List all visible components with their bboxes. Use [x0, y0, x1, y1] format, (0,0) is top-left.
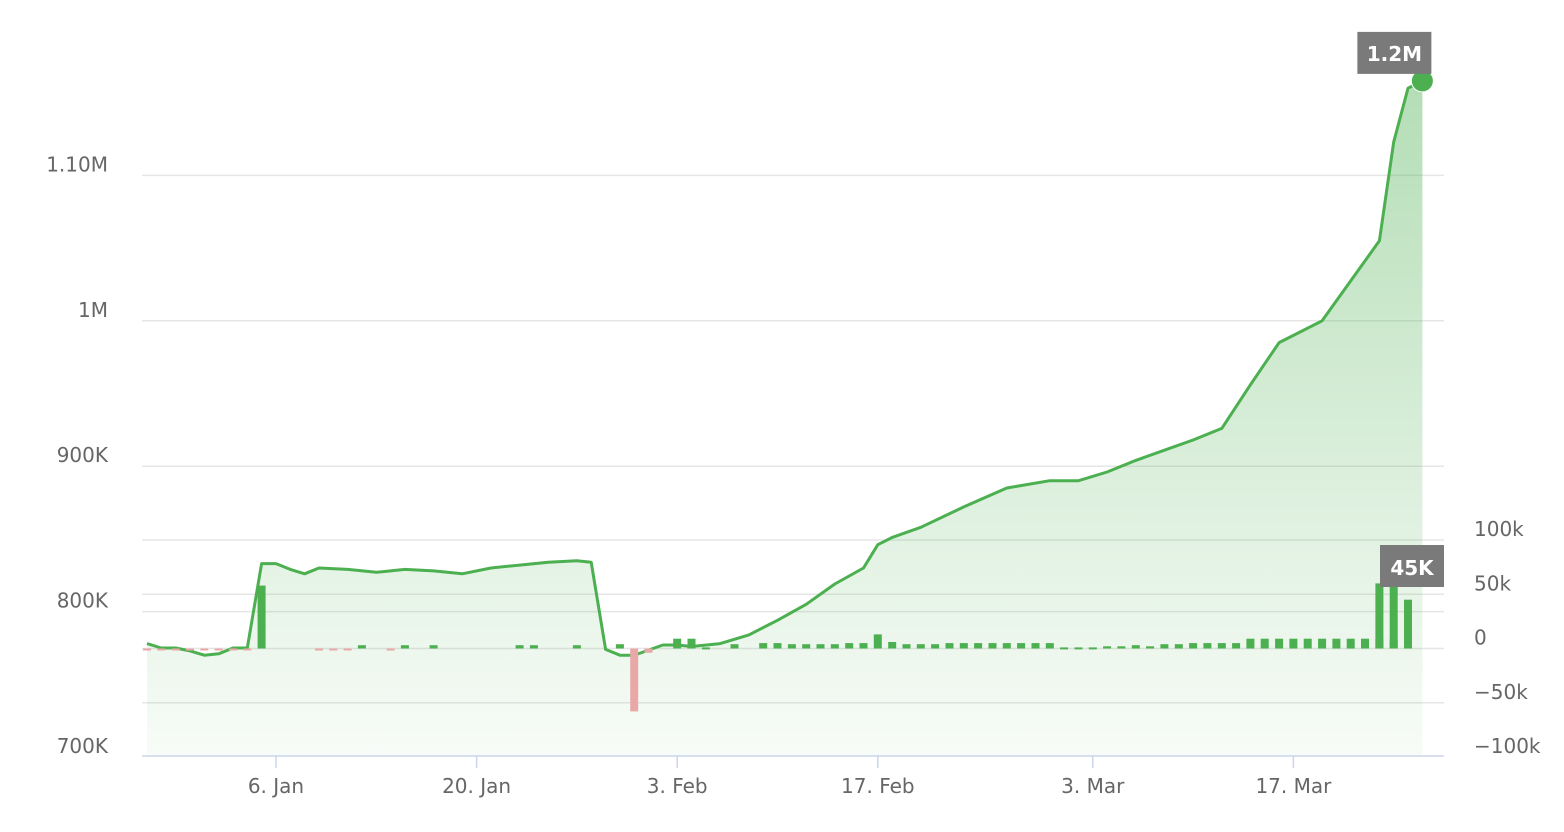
bar: [257, 585, 266, 649]
y-tick-label-left: 1.10M: [46, 152, 108, 176]
bar: [787, 644, 796, 649]
bar: [1203, 643, 1212, 649]
bar: [916, 644, 925, 649]
y-tick-label-right: −100k: [1474, 734, 1541, 758]
bar: [1289, 638, 1298, 649]
bar: [1146, 646, 1155, 649]
bar: [357, 645, 366, 649]
bar: [1246, 638, 1255, 649]
bar: [845, 643, 854, 649]
x-tick-label: 3. Mar: [1061, 774, 1125, 798]
bar: [343, 648, 352, 651]
y-tick-label-right: 50k: [1474, 571, 1511, 595]
bar: [1074, 647, 1083, 650]
y-tick-label-left: 1M: [78, 298, 108, 322]
bar: [816, 644, 825, 649]
bar: [1332, 638, 1341, 649]
bar: [859, 643, 868, 649]
bar: [1217, 643, 1226, 649]
bar: [200, 648, 209, 651]
bar: [329, 648, 338, 651]
bar: [1275, 638, 1284, 649]
bar: [1031, 643, 1040, 649]
bar: [1088, 647, 1097, 650]
bar: [1002, 643, 1011, 649]
bar: [945, 643, 954, 649]
y-tick-label-left: 800K: [57, 589, 109, 613]
bar: [1389, 572, 1398, 649]
bar: [143, 648, 151, 651]
bar: [687, 638, 696, 649]
bar: [873, 634, 882, 649]
bar: [157, 648, 166, 651]
x-tick-label: 17. Feb: [841, 774, 915, 798]
bar: [171, 648, 180, 651]
bar: [701, 647, 710, 650]
tooltip-bottom-label: 45K: [1390, 556, 1435, 580]
bar: [773, 643, 782, 649]
y-tick-label-right: 0: [1474, 626, 1487, 650]
bar: [229, 648, 237, 651]
bar: [529, 645, 538, 649]
bar: [902, 644, 911, 649]
bar: [1404, 599, 1412, 649]
bar: [572, 645, 581, 649]
y-tick-label-left: 900K: [57, 443, 109, 467]
bar: [673, 638, 682, 649]
bar: [730, 644, 739, 649]
bar: [974, 643, 983, 649]
bar: [214, 648, 223, 651]
bar: [386, 648, 395, 651]
bar: [1303, 638, 1312, 649]
bar: [243, 648, 252, 651]
bar: [802, 644, 811, 649]
bar: [1117, 646, 1126, 649]
x-tick-label: 20. Jan: [442, 774, 511, 798]
x-tick-label: 6. Jan: [248, 774, 304, 798]
bar: [759, 643, 768, 649]
bar: [1189, 643, 1198, 649]
area-fill: [147, 80, 1423, 757]
bar: [1103, 646, 1112, 649]
bar: [830, 644, 839, 649]
bar: [315, 648, 323, 651]
series-line: [146, 79, 1424, 657]
bar: [630, 648, 639, 712]
y-tick-label-right: −50k: [1474, 680, 1528, 704]
y-tick-label-right: 100k: [1474, 517, 1524, 541]
bar: [644, 648, 653, 653]
bar: [1060, 647, 1069, 650]
x-tick-label: 3. Feb: [647, 774, 708, 798]
bar: [931, 644, 940, 649]
bar: [1017, 643, 1026, 649]
bar: [1131, 645, 1140, 649]
area-layer: [146, 79, 1424, 757]
bar: [1318, 638, 1327, 649]
bar: [1174, 644, 1183, 649]
tooltip-top-box: [1357, 31, 1432, 74]
bar-layer: [143, 572, 1412, 712]
tooltip-layer: 1.2M 45K: [1357, 31, 1444, 587]
tooltip-bottom-box: [1380, 545, 1444, 587]
bar: [959, 643, 968, 649]
bar: [400, 645, 409, 649]
bar: [1346, 638, 1355, 649]
bar: [1045, 643, 1054, 649]
bar: [988, 643, 997, 649]
y-tick-label-left: 700K: [57, 734, 109, 758]
bar: [1232, 643, 1241, 649]
bar: [186, 648, 194, 651]
bar: [1361, 638, 1369, 649]
bar: [1160, 644, 1169, 649]
bar: [429, 645, 438, 649]
bar: [515, 645, 524, 649]
tooltip-top-label: 1.2M: [1367, 42, 1422, 66]
bar: [1260, 638, 1269, 649]
x-tick-label: 17. Mar: [1255, 774, 1332, 798]
axes: 700K 800K 900K 1M 1.10M −100k −50k 0 50k 100k 6. J…: [46, 152, 1541, 798]
bar: [888, 642, 897, 649]
bar: [1375, 583, 1384, 649]
bar: [615, 644, 624, 649]
